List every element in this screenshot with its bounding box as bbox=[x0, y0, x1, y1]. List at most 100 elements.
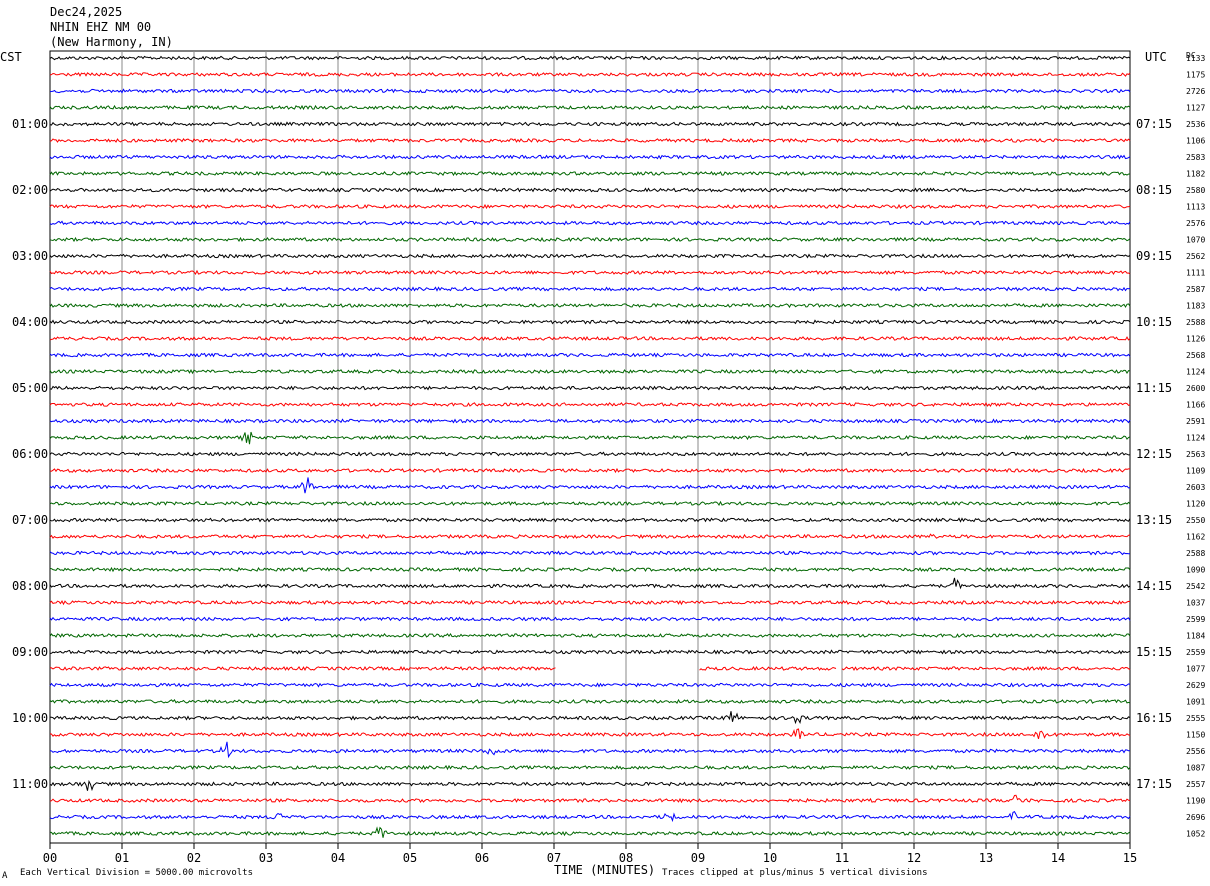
trace-line bbox=[49, 286, 1131, 292]
trace-line bbox=[49, 698, 1131, 704]
utc-hour-label: 10:15 bbox=[1136, 315, 1172, 329]
utc-hour-label: 08:15 bbox=[1136, 183, 1172, 197]
x-tick-label: 06 bbox=[475, 851, 489, 865]
trace-line bbox=[49, 269, 1131, 276]
x-tick-label: 00 bbox=[43, 851, 57, 865]
trace-line bbox=[49, 352, 1131, 358]
dc-offset-label: 2559 bbox=[1186, 648, 1205, 657]
dc-offset-label: 1182 bbox=[1186, 170, 1205, 179]
utc-hour-label: 07:15 bbox=[1136, 117, 1172, 131]
cst-hour-label: 03:00 bbox=[12, 249, 48, 263]
dc-offset-labels: 1133 1175 2726 1127 2536 1106 2583 1182 2580 1113… bbox=[1186, 54, 1205, 839]
left-hour-labels: 01:00 02:00 03:00 04:00 05:00 06:00 07:00 08:00… bbox=[12, 117, 48, 791]
trace-line bbox=[49, 335, 1131, 342]
trace-line bbox=[49, 236, 1131, 243]
dc-offset-label: 1184 bbox=[1186, 632, 1205, 641]
trace-line bbox=[49, 71, 1131, 78]
trace-line bbox=[49, 220, 1131, 226]
dc-offset-label: 2542 bbox=[1186, 582, 1205, 591]
trace-line bbox=[49, 477, 1131, 494]
station-location: (New Harmony, IN) bbox=[50, 35, 173, 49]
dc-offset-label: 1106 bbox=[1186, 137, 1205, 146]
trace-line bbox=[49, 566, 1131, 573]
dc-offset-label: 2726 bbox=[1186, 87, 1205, 96]
station-name: NHIN EHZ NM 00 bbox=[50, 20, 151, 34]
trace-line bbox=[50, 826, 1131, 838]
dc-offset-label: 2600 bbox=[1186, 384, 1205, 393]
dc-offset-label: 1124 bbox=[1186, 434, 1205, 443]
dc-offset-label: 1077 bbox=[1186, 665, 1205, 674]
dc-offset-label: 2555 bbox=[1186, 714, 1205, 723]
dc-offset-label: 2588 bbox=[1186, 318, 1205, 327]
trace-line bbox=[49, 794, 1131, 804]
dc-offset-label: 1113 bbox=[1186, 203, 1205, 212]
trace-line bbox=[49, 649, 1131, 655]
trace-line bbox=[49, 500, 1131, 507]
x-tick-label: 03 bbox=[259, 851, 273, 865]
dc-offset-label: 1190 bbox=[1186, 797, 1205, 806]
x-tick-labels: 00 01 02 03 04 05 06 07 08 09 10 11 12 13 14 15 bbox=[43, 843, 1137, 865]
dc-offset-label: 1175 bbox=[1186, 71, 1205, 80]
right-hour-labels: 07:15 08:15 09:15 10:15 11:15 12:15 13:15 14:15… bbox=[1136, 117, 1172, 791]
dc-offset-label: 1183 bbox=[1186, 302, 1205, 311]
utc-hour-label: 16:15 bbox=[1136, 711, 1172, 725]
x-tick-label: 12 bbox=[907, 851, 921, 865]
trace-line bbox=[49, 253, 1131, 259]
cst-hour-label: 10:00 bbox=[12, 711, 48, 725]
dc-offset-label: 1090 bbox=[1186, 566, 1205, 575]
trace-line bbox=[49, 368, 1131, 375]
cst-hour-label: 11:00 bbox=[12, 777, 48, 791]
dc-offset-label: 1124 bbox=[1186, 368, 1205, 377]
dc-offset-label: 2591 bbox=[1186, 417, 1205, 426]
trace-line bbox=[699, 665, 837, 671]
trace-line bbox=[49, 632, 1131, 638]
trace-line bbox=[49, 302, 1131, 309]
dc-offset-label: 2629 bbox=[1186, 681, 1205, 690]
dc-offset-label: 1052 bbox=[1186, 830, 1205, 839]
x-tick-label: 04 bbox=[331, 851, 345, 865]
dc-offset-label: 1109 bbox=[1186, 467, 1205, 476]
cst-hour-label: 08:00 bbox=[12, 579, 48, 593]
dc-offset-label: 1126 bbox=[1186, 335, 1205, 344]
right-axis-title: UTC bbox=[1145, 50, 1167, 64]
dc-offset-label: 2696 bbox=[1186, 813, 1205, 822]
trace-line bbox=[49, 203, 1131, 210]
dc-offset-label: 1091 bbox=[1186, 698, 1205, 707]
dc-offset-label: 2588 bbox=[1186, 549, 1205, 558]
corner-mark: A bbox=[2, 871, 8, 881]
dc-offset-label: 1162 bbox=[1186, 533, 1205, 542]
dc-offset-label: 1166 bbox=[1186, 401, 1205, 410]
dc-offset-label: 1150 bbox=[1186, 731, 1205, 740]
trace-line bbox=[49, 577, 1131, 590]
dc-offset-label: 2587 bbox=[1186, 285, 1205, 294]
trace-line bbox=[49, 711, 1131, 725]
utc-hour-label: 09:15 bbox=[1136, 249, 1172, 263]
x-tick-label: 01 bbox=[115, 851, 129, 865]
left-axis-title: CST bbox=[0, 50, 22, 64]
dc-offset-label: 2557 bbox=[1186, 780, 1205, 789]
dc-offset-label: 2556 bbox=[1186, 747, 1205, 756]
cst-hour-label: 01:00 bbox=[12, 117, 48, 131]
dc-offset-label: 1111 bbox=[1186, 269, 1205, 278]
dc-offset-label: 2550 bbox=[1186, 516, 1205, 525]
trace-line bbox=[49, 682, 1131, 688]
dc-offset-label: 1070 bbox=[1186, 236, 1205, 245]
x-tick-label: 07 bbox=[547, 851, 561, 865]
x-tick-label: 14 bbox=[1051, 851, 1065, 865]
trace-line bbox=[49, 401, 1131, 408]
trace-line bbox=[49, 104, 1131, 111]
trace-line bbox=[49, 665, 556, 672]
plot-grid bbox=[49, 50, 1131, 844]
utc-hour-label: 15:15 bbox=[1136, 645, 1172, 659]
dc-offset-label: 2562 bbox=[1186, 252, 1205, 261]
trace-line bbox=[49, 121, 1131, 127]
trace-line bbox=[49, 418, 1131, 424]
dc-offset-label: 2568 bbox=[1186, 351, 1205, 360]
clip-note: Traces clipped at plus/minus 5 vertical … bbox=[662, 868, 928, 878]
cst-hour-label: 02:00 bbox=[12, 183, 48, 197]
dc-offset-label: 1127 bbox=[1186, 104, 1205, 113]
trace-line bbox=[49, 170, 1131, 177]
trace-line bbox=[49, 779, 1131, 792]
trace-line bbox=[49, 533, 1131, 539]
